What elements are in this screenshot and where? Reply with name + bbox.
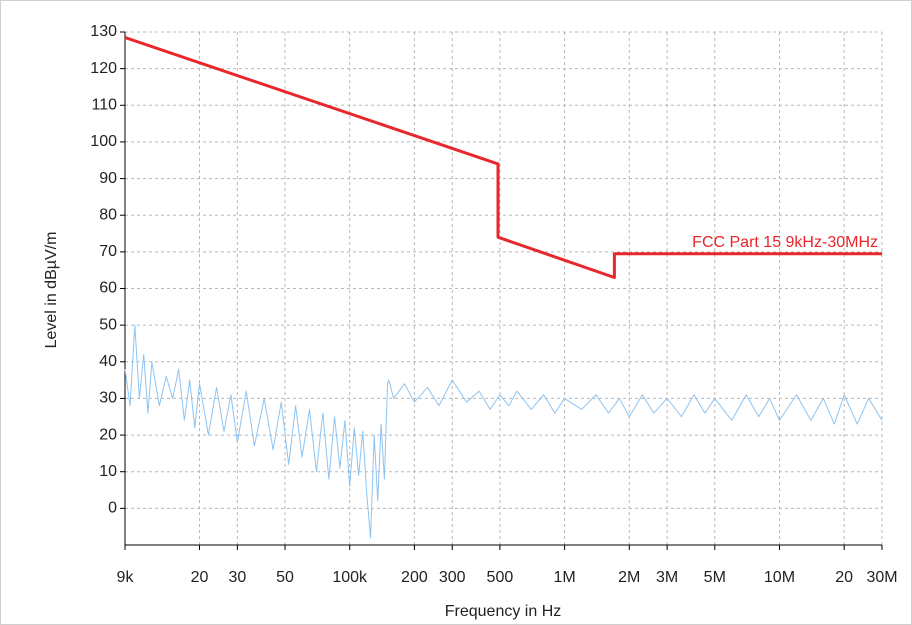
x-tick-label: 9k bbox=[117, 569, 135, 586]
y-tick-label: 10 bbox=[99, 463, 117, 480]
x-tick-label: 1M bbox=[553, 569, 575, 586]
x-tick-label: 10M bbox=[764, 569, 795, 586]
y-tick-label: 80 bbox=[99, 206, 117, 223]
x-tick-label: 30 bbox=[228, 569, 246, 586]
y-tick-label: 130 bbox=[90, 23, 117, 40]
y-axis-label: Level in dBµV/m bbox=[43, 232, 60, 349]
x-tick-label: 300 bbox=[439, 569, 466, 586]
x-tick-label: 500 bbox=[487, 569, 514, 586]
y-tick-label: 70 bbox=[99, 243, 117, 260]
x-tick-label: 5M bbox=[704, 569, 726, 586]
y-tick-label: 30 bbox=[99, 390, 117, 407]
x-tick-label: 2M bbox=[618, 569, 640, 586]
series-line bbox=[124, 36, 882, 280]
x-tick-label: 100k bbox=[332, 569, 368, 586]
series-line bbox=[124, 324, 883, 539]
series-label: FCC Part 15 9kHz-30MHz bbox=[692, 234, 878, 251]
y-tick-label: 0 bbox=[108, 500, 117, 517]
x-tick-label: 50 bbox=[276, 569, 294, 586]
y-tick-label: 40 bbox=[99, 353, 117, 370]
y-tick-label: 50 bbox=[99, 316, 117, 333]
y-tick-label: 60 bbox=[99, 280, 117, 297]
x-tick-label: 20 bbox=[835, 569, 853, 586]
x-tick-label: 30M bbox=[866, 569, 897, 586]
y-tick-label: 100 bbox=[90, 133, 117, 150]
y-tick-label: 20 bbox=[99, 426, 117, 443]
y-tick-label: 110 bbox=[91, 97, 117, 114]
x-tick-label: 3M bbox=[656, 569, 678, 586]
x-tick-label: 200 bbox=[401, 569, 428, 586]
y-tick-label: 120 bbox=[90, 60, 117, 77]
x-tick-label: 20 bbox=[191, 569, 209, 586]
x-axis-label: Frequency in Hz bbox=[445, 603, 562, 620]
y-tick-label: 90 bbox=[99, 170, 117, 187]
